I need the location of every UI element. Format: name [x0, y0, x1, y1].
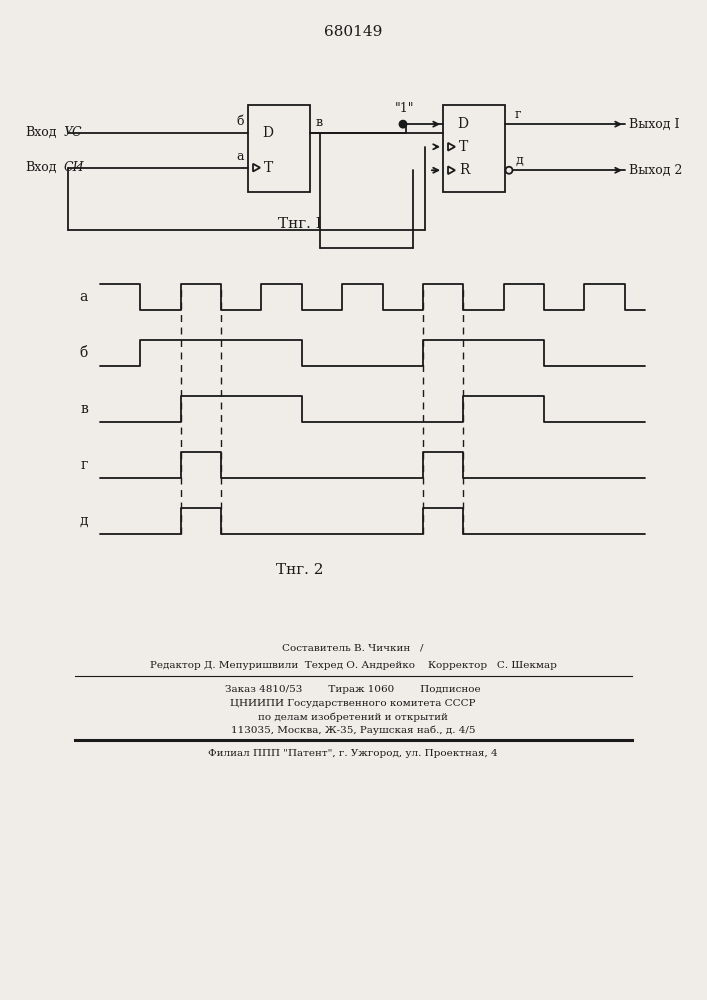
Text: д: д	[515, 154, 522, 167]
Text: УС: УС	[64, 126, 83, 139]
Bar	[443, 105, 505, 192]
Circle shape	[399, 121, 407, 128]
Text: 113035, Москва, Ж-35, Раушская наб., д. 4/5: 113035, Москва, Ж-35, Раушская наб., д. …	[230, 725, 475, 735]
Text: D: D	[457, 117, 468, 131]
Text: а: а	[80, 290, 88, 304]
Text: б: б	[237, 115, 244, 128]
Text: R: R	[459, 163, 469, 177]
Text: Заказ 4810/53        Тираж 1060        Подписное: Заказ 4810/53 Тираж 1060 Подписное	[226, 686, 481, 694]
Text: Составитель В. Чичкин   /: Составитель В. Чичкин /	[282, 644, 423, 652]
Text: Выход I: Выход I	[629, 118, 679, 131]
Text: Филиал ППП "Патент", г. Ужгород, ул. Проектная, 4: Филиал ППП "Патент", г. Ужгород, ул. Про…	[208, 750, 498, 758]
Text: D: D	[262, 126, 273, 140]
Text: Τнг. 2: Τнг. 2	[276, 563, 324, 577]
Text: г: г	[81, 458, 88, 472]
Text: д: д	[79, 514, 88, 528]
Text: Τнг. I: Τнг. I	[278, 217, 322, 231]
Text: T: T	[264, 161, 273, 175]
Text: Вход: Вход	[25, 161, 57, 174]
Bar	[248, 105, 310, 192]
Text: г: г	[515, 108, 522, 121]
Text: T: T	[459, 140, 468, 154]
Text: Выход 2: Выход 2	[629, 164, 682, 177]
Text: ЦНИИПИ Государственного комитета СССР: ЦНИИПИ Государственного комитета СССР	[230, 700, 476, 708]
Text: в: в	[80, 402, 88, 416]
Text: СИ: СИ	[64, 161, 85, 174]
Text: а: а	[237, 150, 244, 163]
Text: Вход: Вход	[25, 126, 57, 139]
Text: "1": "1"	[395, 102, 415, 115]
Text: Редактор Д. Мепуришвили  Техред О. Андрейко    Корректор   С. Шекмар: Редактор Д. Мепуришвили Техред О. Андрей…	[150, 660, 556, 670]
Text: по делам изобретений и открытий: по делам изобретений и открытий	[258, 712, 448, 722]
Text: 680149: 680149	[324, 25, 382, 39]
Text: б: б	[80, 346, 88, 360]
Text: в: в	[316, 116, 323, 129]
